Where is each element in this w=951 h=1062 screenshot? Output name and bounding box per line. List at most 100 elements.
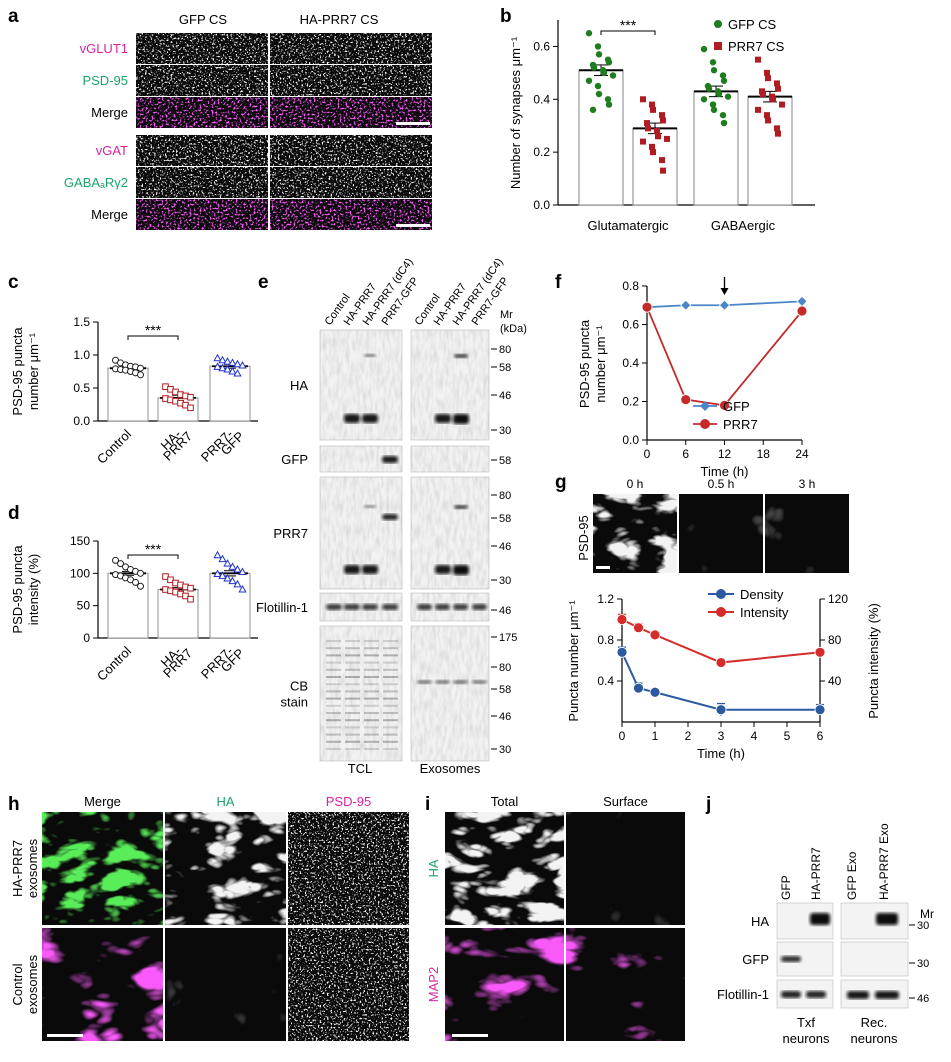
micrograph-grid-i: Total Surface HA MAP2 xyxy=(426,794,685,1041)
column-label-h: PSD-95 xyxy=(326,794,372,809)
significance-stars-d: *** xyxy=(145,541,162,557)
data-point-b xyxy=(659,112,665,119)
y-tick-label-f: 0.6 xyxy=(622,318,639,332)
band-flotillin-exo xyxy=(435,604,450,610)
chart-b: 0.0 0.2 0.4 0.6 Number of synapses μm⁻¹ Gluta… xyxy=(508,17,815,233)
data-point-b xyxy=(710,106,718,114)
panel-a: a GFP CS HA-PRR7 CS vGLUT1 PSD-95 Merge vGA… xyxy=(8,6,432,230)
cb-stain-band-tcl xyxy=(326,668,341,671)
y-axis-label-d: intensity (%) xyxy=(26,554,41,626)
data-point-b xyxy=(700,45,708,53)
lane-label-j: HA-PRR7 xyxy=(809,847,823,900)
data-point-b xyxy=(709,59,717,66)
panel-d: d 0 50 100 150 PSD-95 puncta intensity (%) Con… xyxy=(8,503,258,684)
column-label-h: HA xyxy=(216,794,234,809)
panel-f: f 0.0 0.2 0.4 0.6 0.8 0 6 12 18 24 Time (h) PSD-95 … xyxy=(555,272,809,479)
x-tick-label-f: 0 xyxy=(644,447,651,461)
panel-letter-h: h xyxy=(8,794,20,815)
data-point-g xyxy=(616,646,628,658)
blot-footer-tcl: TCL xyxy=(348,761,373,776)
blot-texture-e xyxy=(320,626,402,761)
marker-label-j: 30 xyxy=(917,958,929,970)
column-label-h: Merge xyxy=(84,794,121,809)
data-point-d xyxy=(228,562,237,570)
scale-bar-h xyxy=(47,1034,83,1037)
data-point-d xyxy=(132,578,139,586)
cb-stain-band-tcl xyxy=(345,740,360,743)
x-tick-label-f: 6 xyxy=(682,447,689,461)
micrograph-a-prr7-row-1-signal xyxy=(270,33,432,64)
blot-label-e: stain xyxy=(281,695,308,710)
data-point-d xyxy=(112,556,119,564)
data-point-b xyxy=(770,96,776,103)
micrograph-h-r2-c3-signal xyxy=(288,928,409,1041)
data-point-g xyxy=(715,704,727,716)
cb-stain-band-tcl xyxy=(383,654,398,657)
panel-c: c 0.0 0.5 1.0 1.5 PSD-95 puncta number μm⁻¹ Co… xyxy=(8,272,258,467)
y-tick-label-b: 0.4 xyxy=(533,92,550,106)
marker-label-e: 80 xyxy=(499,490,511,502)
data-point-b xyxy=(649,101,655,108)
data-point-d xyxy=(213,569,222,577)
row-label-h: exosomes xyxy=(25,838,40,898)
cb-stain-band-tcl xyxy=(364,690,379,693)
data-point-b xyxy=(660,117,666,124)
data-point-b xyxy=(774,125,780,132)
data-point-b xyxy=(719,111,727,119)
data-point-c xyxy=(228,358,237,366)
data-point-b xyxy=(664,135,670,142)
y-tick-label-right-g: 40 xyxy=(828,674,842,688)
marker-label-e: 58 xyxy=(499,362,511,374)
x-tick-label-f: 18 xyxy=(757,447,771,461)
cb-stain-band-tcl xyxy=(364,726,379,729)
y-axis-label-f: PSD-95 puncta xyxy=(577,319,592,408)
data-point-c xyxy=(218,355,227,364)
micrograph-a-gfp-row-6-signal xyxy=(136,199,268,230)
row-label-a-3: Merge xyxy=(91,105,128,120)
y-axis-label-c: number μm⁻¹ xyxy=(26,332,41,410)
legend-marker-g xyxy=(716,607,726,617)
micrograph-i-r1-c1-signal xyxy=(445,812,564,925)
micrograph-g-1-signal xyxy=(593,494,677,573)
micrograph-row-g: 0 h 0.5 h 3 h xyxy=(593,477,849,573)
cb-stain-band-tcl xyxy=(326,733,341,736)
data-point-b xyxy=(659,157,665,164)
band-flotillin-rec xyxy=(847,991,869,999)
x-tick-label-f: 12 xyxy=(718,447,732,461)
western-blot-j: GFP HA-PRR7 GFP Exo HA-PRR7 Exo Mr HA 30 GFP 30 F… xyxy=(717,823,934,1046)
data-point-d xyxy=(137,582,144,590)
blot-footer-j: Rec. xyxy=(861,1015,888,1030)
data-point-d xyxy=(238,584,247,593)
y-axis-label-b: Number of synapses μm⁻¹ xyxy=(508,36,523,189)
y-tick-label-b: 0.0 xyxy=(533,198,550,212)
series-line-f xyxy=(646,300,803,309)
data-point-b xyxy=(605,101,613,108)
panel-letter-j: j xyxy=(705,794,711,815)
blot-texture-e xyxy=(320,330,402,440)
micrograph-grid-a xyxy=(136,33,432,230)
data-point-d xyxy=(238,567,247,576)
data-point-d xyxy=(228,576,237,585)
cb-stain-band-tcl xyxy=(326,719,341,722)
band-ha-tcl xyxy=(362,414,378,423)
scale-bar-i xyxy=(452,1034,488,1037)
data-point-b xyxy=(600,69,608,77)
micrograph-a-gfp-row-5-signal xyxy=(136,167,268,198)
data-point-b xyxy=(590,64,598,71)
y-tick-label-f: 0.8 xyxy=(622,279,639,293)
blot-label-e: CB xyxy=(290,679,308,694)
cb-stain-band-tcl xyxy=(383,704,398,707)
y-tick-label-g: 1.2 xyxy=(597,592,614,606)
cb-stain-band-tcl xyxy=(326,676,341,678)
band-ha-txf xyxy=(810,913,830,925)
bar-d xyxy=(209,572,251,639)
blot-label-e: Flotillin-1 xyxy=(256,600,308,615)
y-axis-label-c: PSD-95 puncta xyxy=(10,327,25,416)
lane-label-j: GFP xyxy=(779,875,793,900)
data-point-f xyxy=(680,394,692,405)
cb-stain-band-tcl xyxy=(326,740,341,743)
band-prr7-tcl xyxy=(344,565,360,574)
data-point-g xyxy=(814,646,826,658)
cb-stain-band-tcl xyxy=(383,661,398,664)
